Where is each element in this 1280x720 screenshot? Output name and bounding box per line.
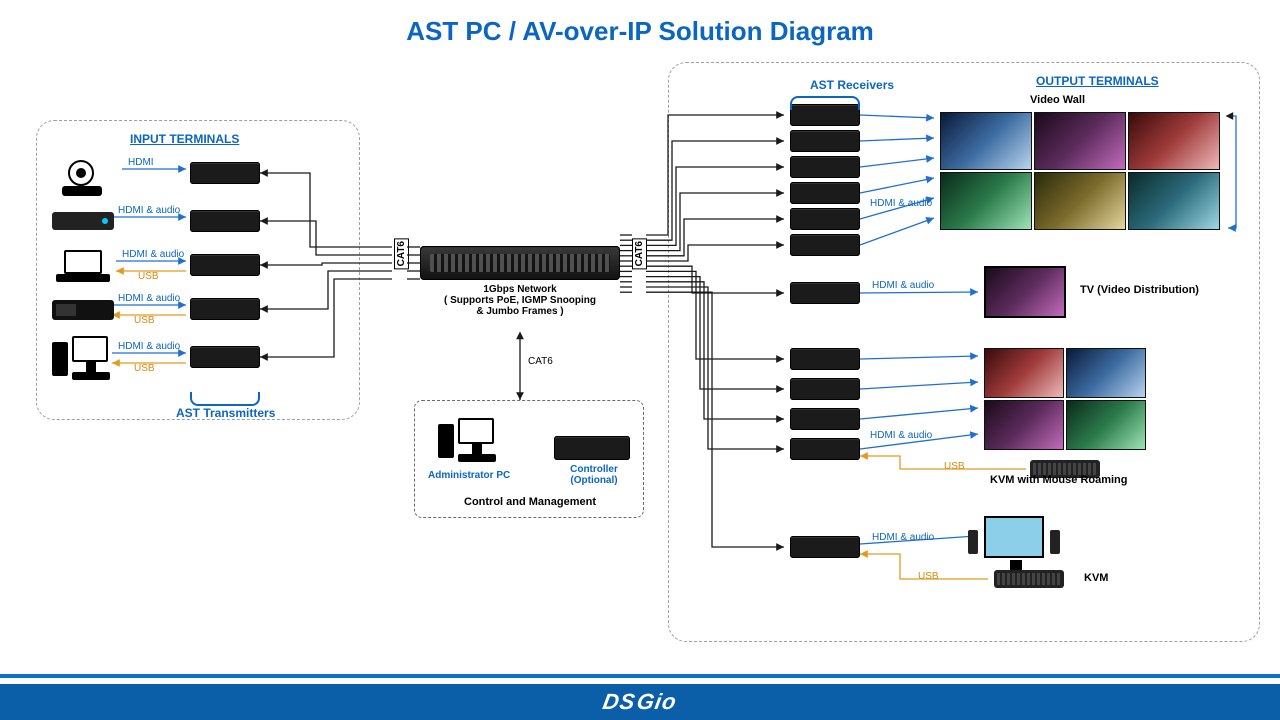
kvm-usb-label: USB [918, 571, 939, 582]
hdmi-label: HDMI & audio [118, 205, 180, 216]
footer-brand: DSGio [0, 684, 1280, 720]
hdmi-label: HDMI & audio [122, 249, 184, 260]
controller-label: Controller (Optional) [548, 464, 640, 486]
receiver-icon [790, 348, 860, 370]
transmitter-icon [190, 298, 260, 320]
transmitter-icon [190, 254, 260, 276]
hdmi-label: HDMI & audio [118, 341, 180, 352]
rack-icon [52, 300, 114, 320]
switch-label-l1: 1Gbps Network [414, 284, 626, 295]
network-switch-icon [420, 246, 620, 280]
kvmr-label: KVM with Mouse Roaming [990, 474, 1128, 486]
kvm-monitor-icon [984, 516, 1044, 558]
receiver-icon [790, 130, 860, 152]
vw-hdmi-label: HDMI & audio [870, 198, 932, 209]
receiver-icon [790, 378, 860, 400]
video-wall-panel [940, 172, 1032, 230]
kvm-hdmi-label: HDMI & audio [872, 532, 934, 543]
diagram-stage: AST PC / AV-over-IP Solution Diagram INP… [0, 0, 1280, 720]
video-wall-panel [1034, 172, 1126, 230]
transmitter-icon [190, 210, 260, 232]
settop-icon [52, 212, 114, 230]
kvm-speaker-icon [968, 530, 978, 554]
hdmi-label: HDMI [128, 157, 154, 168]
kvm-speaker-icon [1050, 530, 1060, 554]
kvm-roam-panel [1066, 348, 1146, 398]
usb-label: USB [134, 315, 155, 326]
admin-pc-label: Administrator PC [428, 470, 510, 481]
receiver-icon [790, 536, 860, 558]
switch-label-l2: ( Supports PoE, IGMP Snooping [414, 295, 626, 306]
page-title: AST PC / AV-over-IP Solution Diagram [0, 16, 1280, 47]
transmitter-icon [190, 346, 260, 368]
receiver-icon [790, 208, 860, 230]
usb-label: USB [138, 271, 159, 282]
transmitter-icon [190, 162, 260, 184]
cat6-vert-label: CAT6 [528, 356, 553, 367]
video-wall-panel [1128, 112, 1220, 170]
video-wall-panel [1128, 172, 1220, 230]
video-wall-panel [940, 112, 1032, 170]
kvm-roam-panel [984, 348, 1064, 398]
cat6-left-label: CAT6 [394, 238, 409, 269]
receiver-icon [790, 156, 860, 178]
kvmr-usb-label: USB [944, 461, 965, 472]
video-wall-panel [1034, 112, 1126, 170]
output-group-title: OUTPUT TERMINALS [1036, 74, 1159, 88]
kvm-keyboard-icon [994, 570, 1064, 588]
cat6-right-label: CAT6 [632, 238, 647, 269]
rx-bracket-label: AST Receivers [810, 78, 894, 92]
usb-label: USB [134, 363, 155, 374]
rx-bracket [790, 96, 860, 110]
receiver-icon [790, 282, 860, 304]
camera-icon [62, 158, 102, 198]
input-group-title: INPUT TERMINALS [130, 132, 239, 146]
video-wall-label: Video Wall [1030, 94, 1085, 106]
receiver-icon [790, 234, 860, 256]
control-mgmt-title: Control and Management [464, 496, 596, 508]
receiver-icon [790, 408, 860, 430]
tv-icon [984, 266, 1066, 318]
receiver-icon [790, 182, 860, 204]
kvm-roam-panel [1066, 400, 1146, 450]
pc-icon [52, 336, 110, 380]
tv-hdmi-label: HDMI & audio [872, 280, 934, 291]
kvm-label: KVM [1084, 572, 1108, 584]
tv-label: TV (Video Distribution) [1080, 284, 1199, 296]
kvm-roam-panel [984, 400, 1064, 450]
hdmi-label: HDMI & audio [118, 293, 180, 304]
admin-pc-icon [438, 418, 496, 462]
laptop-icon [56, 250, 110, 284]
controller-icon [554, 436, 630, 460]
tx-bracket [190, 392, 260, 406]
tx-bracket-label: AST Transmitters [176, 406, 275, 420]
receiver-icon [790, 438, 860, 460]
footer: DSGio [0, 674, 1280, 720]
kvmr-hdmi-label: HDMI & audio [870, 430, 932, 441]
switch-label-l3: & Jumbo Frames ) [414, 306, 626, 317]
switch-label: 1Gbps Network ( Supports PoE, IGMP Snoop… [414, 284, 626, 317]
